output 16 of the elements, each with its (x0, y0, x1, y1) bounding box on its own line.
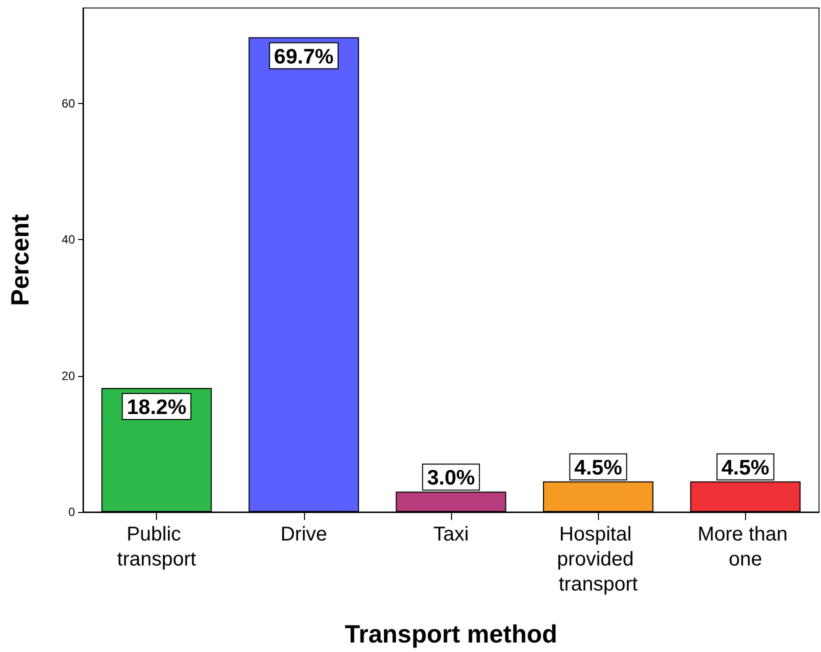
y-tick-label: 60 (62, 96, 76, 110)
data-label: 4.5% (574, 456, 622, 480)
data-label: 4.5% (721, 456, 770, 480)
x-tick-label: Hospital provided transport (557, 524, 640, 596)
x-tick-label: Drive (280, 524, 328, 546)
y-tick-label: 0 (68, 505, 76, 519)
x-tick-label: Public transport (117, 524, 196, 570)
x-tick-label: Taxi (433, 524, 469, 546)
y-tick-label: 40 (62, 232, 76, 247)
data-label: 18.2% (126, 396, 187, 420)
x-axis-title: Transport method (344, 620, 558, 648)
data-label: 69.7% (274, 45, 334, 68)
data-label: 3.0% (427, 466, 476, 490)
x-tick-label: More than one (698, 524, 794, 570)
y-tick-label: 20 (62, 368, 76, 383)
y-axis-title: Percent (6, 213, 34, 306)
